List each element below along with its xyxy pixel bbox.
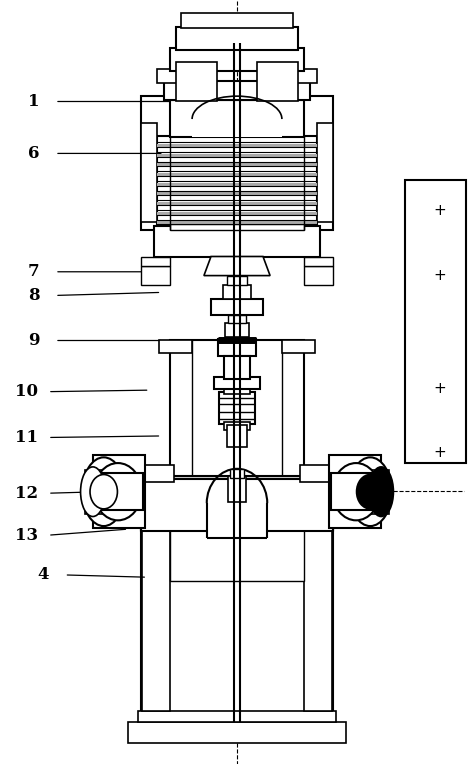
Bar <box>370 470 389 514</box>
Text: +: + <box>434 268 447 283</box>
Text: 4: 4 <box>37 566 49 584</box>
Ellipse shape <box>349 457 392 526</box>
Bar <box>329 455 381 528</box>
Bar <box>211 298 263 315</box>
Bar <box>156 136 318 226</box>
Bar <box>223 285 251 298</box>
Bar <box>304 265 333 285</box>
Bar <box>207 503 267 538</box>
Bar <box>141 476 333 712</box>
Bar <box>282 340 315 353</box>
Text: 8: 8 <box>28 287 40 304</box>
Bar <box>156 221 318 224</box>
Bar <box>224 386 250 394</box>
Bar <box>224 356 250 379</box>
Ellipse shape <box>94 463 142 520</box>
Bar <box>155 226 319 256</box>
Bar <box>141 480 333 532</box>
Bar <box>181 13 293 28</box>
Bar <box>219 392 255 425</box>
Bar <box>93 455 145 528</box>
Text: 6: 6 <box>28 145 39 162</box>
Text: 13: 13 <box>15 527 38 544</box>
Bar <box>330 474 383 510</box>
Text: 12: 12 <box>15 485 38 502</box>
Bar <box>227 275 247 285</box>
Ellipse shape <box>332 463 380 520</box>
Bar <box>170 476 304 581</box>
Bar <box>141 265 170 285</box>
Text: +: + <box>434 203 447 218</box>
Bar <box>128 721 346 743</box>
Bar <box>227 425 247 447</box>
Polygon shape <box>204 256 270 275</box>
Bar <box>91 474 144 510</box>
Bar <box>257 62 299 102</box>
Bar <box>143 532 170 711</box>
Text: 7: 7 <box>28 263 40 280</box>
Ellipse shape <box>356 474 384 509</box>
Bar <box>156 193 318 195</box>
Bar <box>218 339 256 356</box>
Bar <box>156 70 194 83</box>
Bar <box>156 144 318 147</box>
Bar <box>301 465 333 482</box>
Bar <box>170 223 304 230</box>
Bar <box>156 183 318 186</box>
Bar <box>156 202 318 205</box>
Bar <box>159 340 192 353</box>
Bar <box>280 70 318 83</box>
Ellipse shape <box>369 467 393 516</box>
Bar <box>304 532 331 711</box>
Text: +: + <box>434 381 447 396</box>
Bar <box>141 123 157 222</box>
Bar <box>170 48 304 71</box>
Bar <box>156 212 318 215</box>
Bar <box>164 81 310 100</box>
Bar <box>156 164 318 167</box>
Ellipse shape <box>82 457 125 526</box>
Bar <box>230 469 244 478</box>
Bar <box>138 711 336 722</box>
Text: 9: 9 <box>28 332 39 349</box>
Ellipse shape <box>90 474 118 509</box>
Bar <box>141 96 333 230</box>
Bar <box>170 100 304 137</box>
Bar <box>317 123 333 222</box>
Bar <box>228 476 246 503</box>
Ellipse shape <box>81 467 105 516</box>
Bar <box>141 256 170 265</box>
Bar <box>85 470 104 514</box>
Bar <box>228 315 246 323</box>
Text: 1: 1 <box>28 93 39 110</box>
Bar <box>175 27 299 50</box>
Bar <box>156 154 318 157</box>
Text: +: + <box>434 445 447 461</box>
Bar <box>214 377 260 389</box>
Text: 10: 10 <box>15 383 38 400</box>
Bar <box>304 256 333 265</box>
Text: 11: 11 <box>15 429 38 446</box>
Bar <box>175 62 217 102</box>
Bar <box>192 119 282 137</box>
Bar <box>141 465 173 482</box>
Bar <box>405 180 466 463</box>
Bar <box>156 173 318 176</box>
Bar <box>170 340 304 476</box>
Bar <box>225 323 249 337</box>
Bar <box>224 422 250 430</box>
